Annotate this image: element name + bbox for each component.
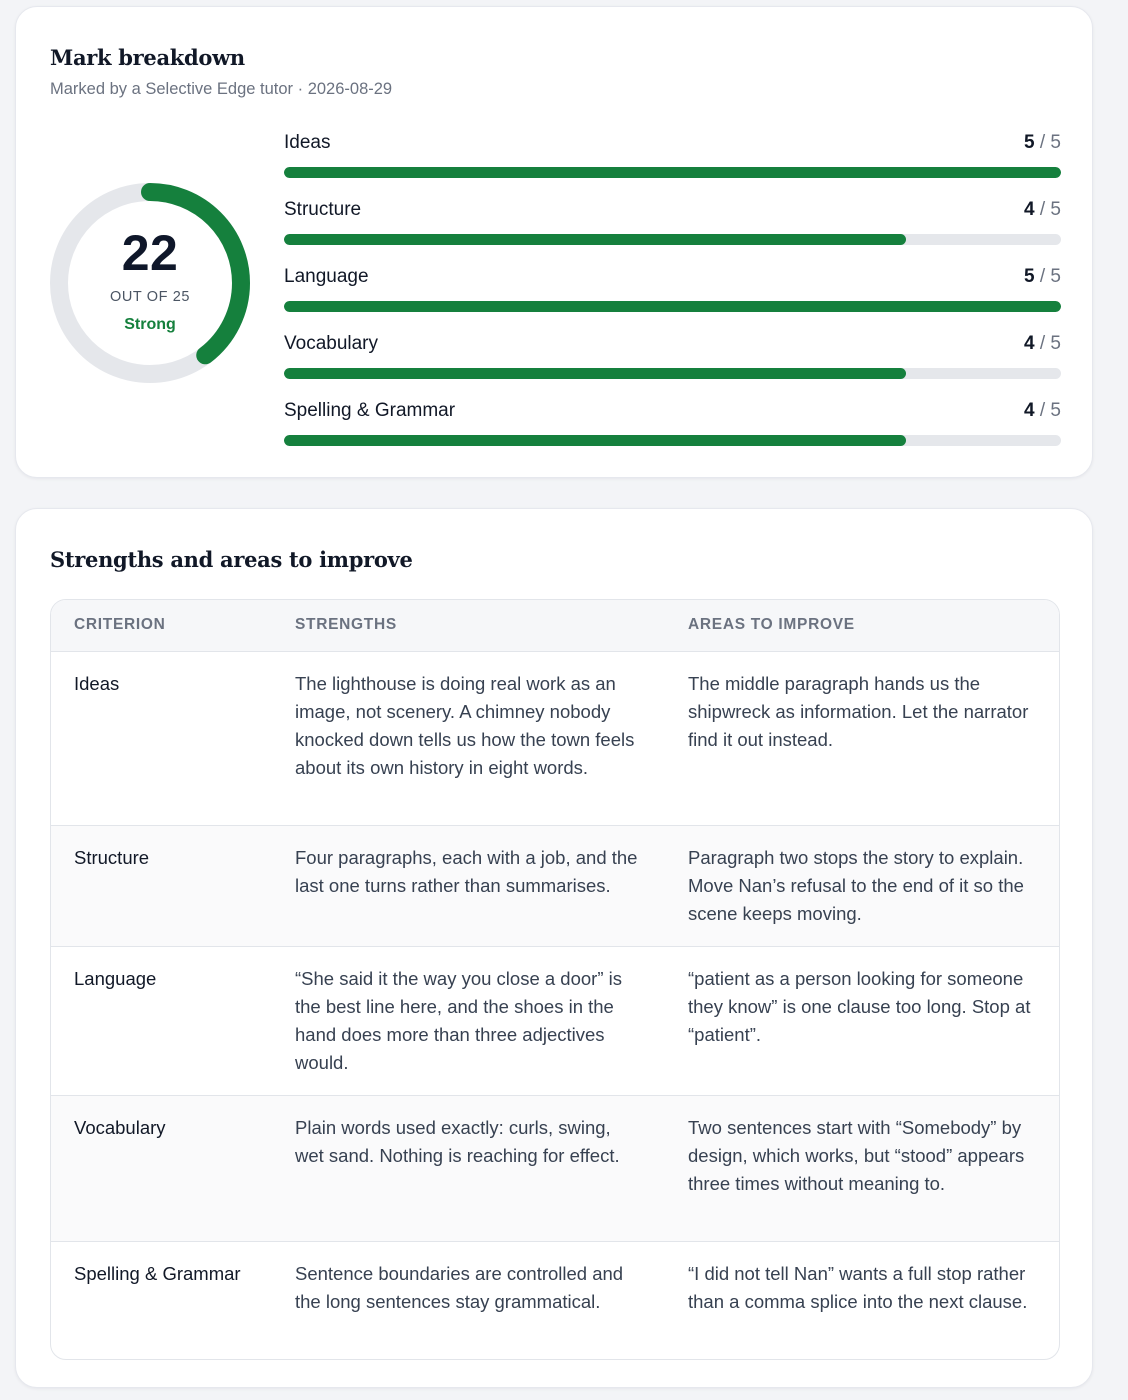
criteria-list: Ideas 5 / 5 Structure 4 / 5 Language 5 /… [284, 132, 1061, 467]
score-out-of: OUT OF 25 [109, 289, 191, 305]
cell-improve: The middle paragraph hands us the shipwr… [688, 672, 1029, 750]
criterion-score-max: 5 [1050, 400, 1061, 421]
criterion-progress-fill [284, 234, 906, 245]
criterion-progress-fill [284, 435, 906, 446]
criterion-score-separator: / [1039, 266, 1046, 287]
table-row: Spelling & Grammar Sentence boundaries a… [51, 1240, 1059, 1359]
criterion-row-spelling-grammar: Spelling & Grammar 4 / 5 [284, 400, 1061, 467]
cell-strengths: “She said it the way you close a door” i… [272, 945, 665, 1095]
criterion-row-ideas: Ideas 5 / 5 [284, 132, 1061, 199]
criterion-progress-fill [284, 301, 1061, 312]
cell-criterion: Vocabulary [51, 1094, 272, 1241]
cell-strengths: Sentence boundaries are controlled and t… [272, 1240, 665, 1359]
cell-improve: Paragraph two stops the story to explain… [665, 824, 1059, 946]
criterion-progress-bar [284, 167, 1061, 178]
feedback-card: Strengths and areas to improve CRITERION… [15, 508, 1093, 1388]
criterion-score-value: 4 [1024, 400, 1035, 421]
criterion-score-value: 4 [1024, 333, 1035, 354]
score-rating: Strong [124, 316, 176, 333]
criterion-progress-bar [284, 435, 1061, 446]
criterion-name: Vocabulary [284, 333, 379, 354]
criterion-score-max: 5 [1050, 333, 1061, 354]
feedback-title: Strengths and areas to improve [50, 547, 413, 572]
criterion-score-separator: / [1039, 333, 1046, 354]
criterion-row-language: Language 5 / 5 [284, 266, 1061, 333]
criterion-score-value: 5 [1024, 266, 1035, 287]
criterion-score: 4 / 5 [1024, 400, 1061, 422]
header-criterion: CRITERION [51, 600, 272, 652]
table-row: Structure Four paragraphs, each with a j… [51, 824, 1059, 946]
criterion-progress-bar [284, 301, 1061, 312]
cell-strengths: Four paragraphs, each with a job, and th… [272, 824, 665, 946]
table-row: Ideas The lighthouse is doing real work … [51, 651, 1059, 825]
criterion-progress-fill [284, 368, 906, 379]
criterion-name: Spelling & Grammar [284, 400, 456, 421]
criterion-name: Language [284, 266, 369, 287]
criterion-score-max: 5 [1050, 266, 1061, 287]
criterion-score: 4 / 5 [1024, 333, 1061, 355]
cell-strengths: Plain words used exactly: curls, swing, … [272, 1094, 665, 1241]
table-row: Vocabulary Plain words used exactly: cur… [51, 1094, 1059, 1241]
cell-improve: “patient as a person looking for someone… [665, 945, 1059, 1095]
criterion-score-separator: / [1039, 400, 1046, 421]
criterion-score-value: 4 [1024, 199, 1035, 220]
criterion-row-vocabulary: Vocabulary 4 / 5 [284, 333, 1061, 400]
criterion-score-separator: / [1039, 199, 1046, 220]
marked-by-subtitle: Marked by a Selective Edge tutor · 2026-… [50, 80, 393, 98]
criterion-score: 5 / 5 [1024, 132, 1061, 154]
cell-criterion: Ideas [74, 672, 120, 694]
cell-criterion: Spelling & Grammar [51, 1240, 272, 1359]
cell-improve: “I did not tell Nan” wants a full stop r… [665, 1240, 1059, 1359]
criterion-score-max: 5 [1050, 132, 1061, 153]
mark-breakdown-title: Mark breakdown [50, 45, 245, 70]
score-ring-text: 22 OUT OF 25 Strong [49, 182, 251, 384]
header-areas-to-improve: AREAS TO IMPROVE [665, 600, 1059, 652]
score-ring-progress [50, 183, 250, 383]
criterion-score: 5 / 5 [1024, 266, 1061, 288]
score-ring: 22 OUT OF 25 Strong [49, 182, 251, 384]
cell-strengths: The lighthouse is doing real work as an … [295, 672, 635, 778]
criterion-progress-bar [284, 368, 1061, 379]
criterion-row-structure: Structure 4 / 5 [284, 199, 1061, 266]
criterion-score: 4 / 5 [1024, 199, 1061, 221]
cell-criterion: Structure [51, 824, 272, 946]
header-strengths: STRENGTHS [272, 600, 665, 652]
criterion-progress-bar [284, 234, 1061, 245]
criterion-name: Structure [284, 199, 362, 220]
criterion-name: Ideas [284, 132, 331, 153]
criterion-score-value: 5 [1024, 132, 1035, 153]
cell-criterion: Language [51, 945, 272, 1095]
total-score: 22 [121, 225, 179, 281]
criterion-score-max: 5 [1050, 199, 1061, 220]
criterion-progress-fill [284, 167, 1061, 178]
feedback-table: CRITERION STRENGTHS AREAS TO IMPROVE Ide… [50, 599, 1060, 1360]
cell-improve: Two sentences start with “Somebody” by d… [665, 1094, 1059, 1241]
table-header-row: CRITERION STRENGTHS AREAS TO IMPROVE [51, 600, 1059, 652]
criterion-score-separator: / [1039, 132, 1046, 153]
score-ring-graphic [50, 183, 250, 383]
mark-breakdown-card: Mark breakdown Marked by a Selective Edg… [15, 6, 1093, 478]
table-row: Language “She said it the way you close … [51, 945, 1059, 1095]
